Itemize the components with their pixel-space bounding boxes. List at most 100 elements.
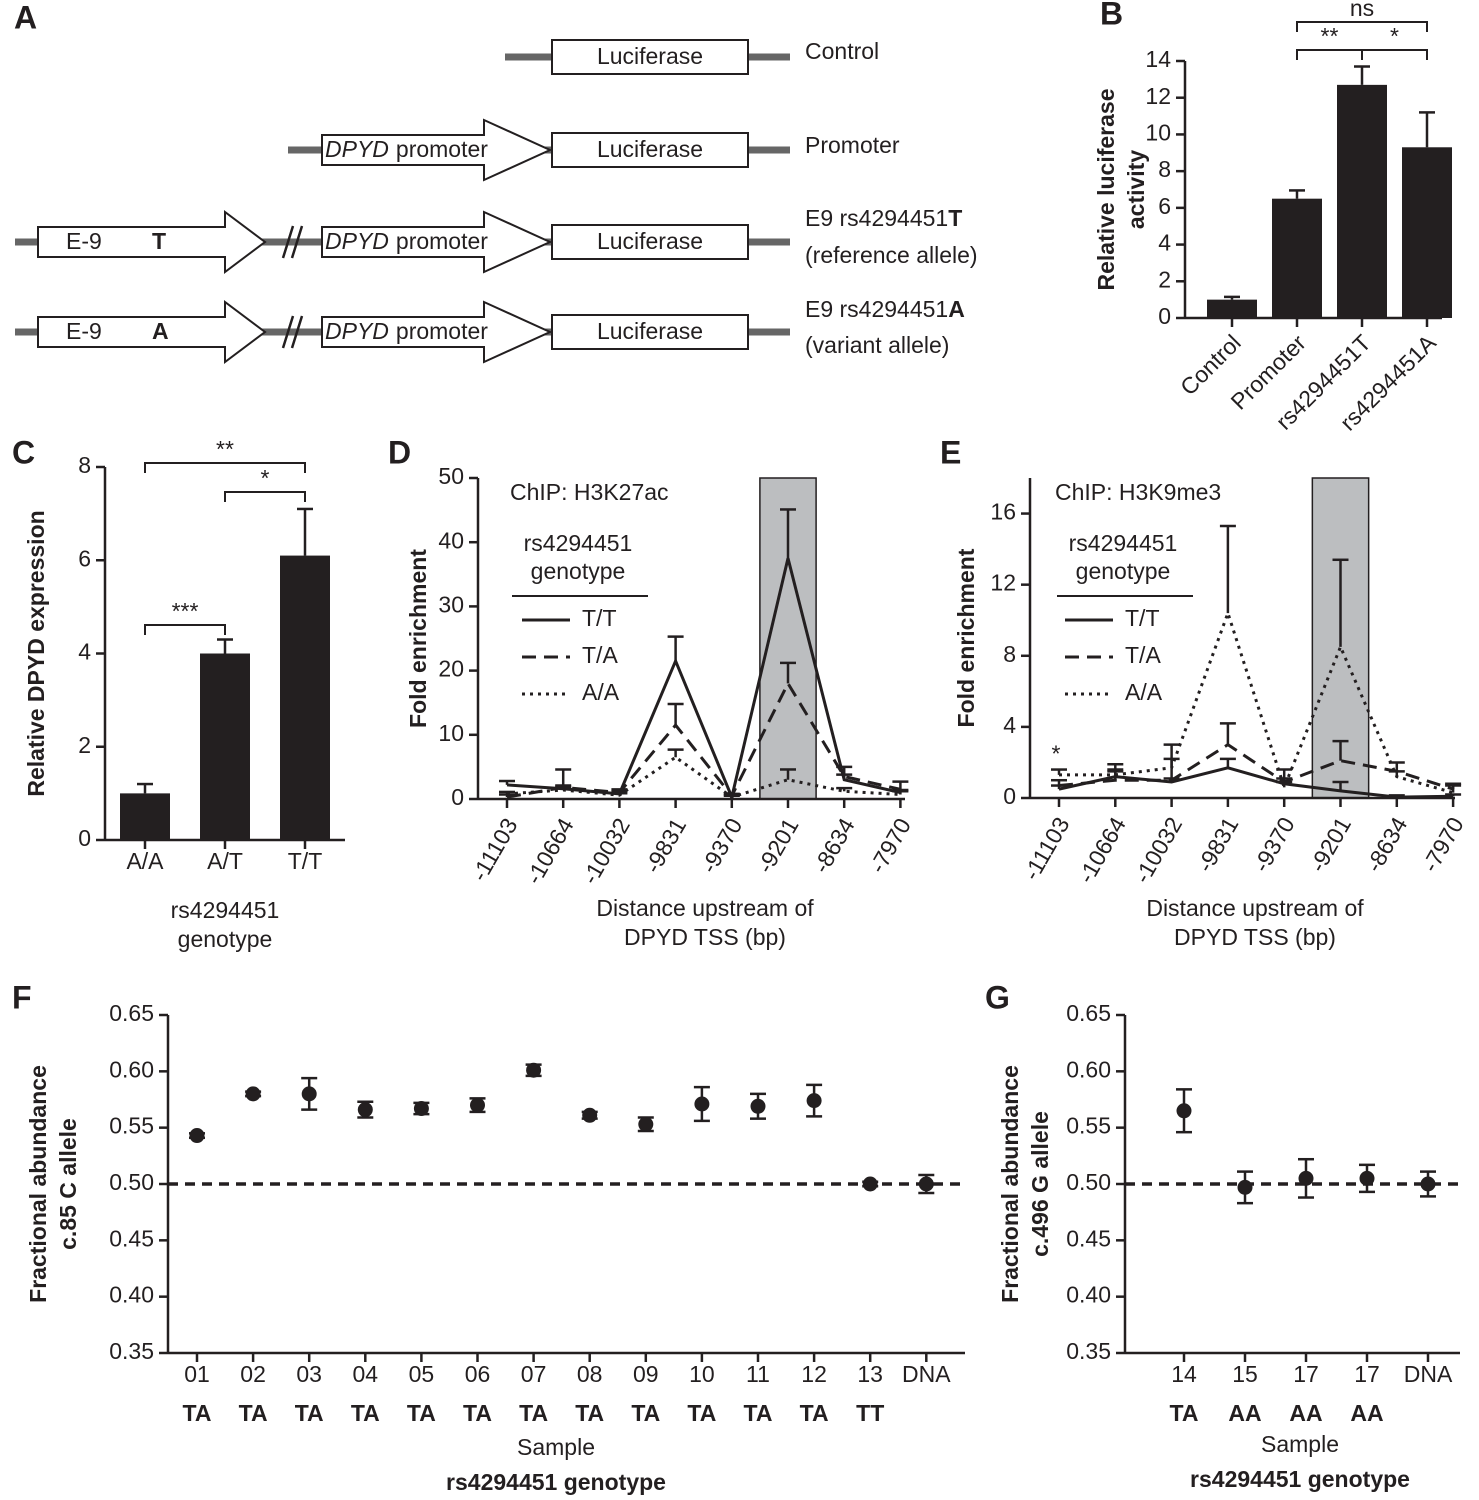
bar bbox=[1272, 198, 1322, 318]
y-tick-label: 0 bbox=[1003, 783, 1016, 809]
point bbox=[1176, 1103, 1192, 1119]
point bbox=[470, 1097, 485, 1113]
y-axis-label: c.496 G allele bbox=[1027, 1111, 1053, 1257]
enhancer-label: E-9 bbox=[66, 318, 102, 344]
significance-bracket bbox=[224, 491, 306, 502]
genotype-label: TA bbox=[631, 1400, 660, 1426]
point bbox=[526, 1062, 542, 1078]
y-axis-label: Relative DPYD expression bbox=[23, 510, 49, 796]
word: promoter bbox=[396, 136, 488, 162]
x-tick-label: 13 bbox=[857, 1361, 883, 1387]
y-tick-label: 0.55 bbox=[109, 1113, 154, 1139]
genotype-label: TA bbox=[687, 1400, 716, 1426]
x-tick-label: 17 bbox=[1293, 1361, 1319, 1387]
construct-name: E9 rs4294451A bbox=[805, 296, 965, 322]
y-tick-label: 0 bbox=[451, 784, 464, 810]
panel-label: F bbox=[12, 979, 32, 1015]
name: E9 rs4294451 bbox=[805, 205, 948, 231]
promoter-arrow bbox=[321, 300, 553, 364]
x-tick-label: 15 bbox=[1232, 1361, 1258, 1387]
y-tick-label: 6 bbox=[78, 545, 91, 571]
significance-bracket bbox=[1361, 49, 1428, 60]
y-tick-label: 2 bbox=[78, 732, 91, 758]
promoter-label: DPYD promoter bbox=[325, 318, 488, 344]
y-tick-label: 10 bbox=[438, 720, 464, 746]
genotype-label: AA bbox=[1350, 1400, 1383, 1426]
word: promoter bbox=[396, 318, 488, 344]
x-tick-label: A/T bbox=[207, 848, 243, 874]
break-mark bbox=[281, 315, 304, 349]
y-tick-label: 12 bbox=[1145, 83, 1171, 109]
construct-note: (reference allele) bbox=[805, 242, 978, 268]
genotype-label: TA bbox=[575, 1400, 604, 1426]
legend-label: T/T bbox=[1125, 605, 1160, 631]
x-tick-label: T/T bbox=[288, 848, 323, 874]
legend-title: rs4294451 bbox=[1069, 530, 1178, 556]
genotype-label: TA bbox=[351, 1400, 380, 1426]
point bbox=[582, 1107, 598, 1123]
x-tick-label: -10032 bbox=[1129, 813, 1187, 888]
x-tick-label: -10664 bbox=[1073, 812, 1131, 887]
y-axis-label: Fractional abundance bbox=[25, 1065, 51, 1303]
x-tick-label: 09 bbox=[633, 1361, 659, 1387]
y-tick-label: 8 bbox=[78, 452, 91, 478]
genotype-label: TA bbox=[1170, 1400, 1199, 1426]
significance-label: *** bbox=[172, 598, 199, 624]
genotype-label: TA bbox=[239, 1400, 268, 1426]
name: E9 rs4294451 bbox=[805, 296, 948, 322]
y-tick-label: 0.35 bbox=[1066, 1338, 1111, 1364]
luciferase-label: Luciferase bbox=[597, 228, 703, 254]
genotype-label: TA bbox=[295, 1400, 324, 1426]
y-tick-label: 0.50 bbox=[109, 1169, 154, 1195]
y-axis-label: Fold enrichment bbox=[953, 548, 979, 727]
significance-label: * bbox=[1052, 741, 1061, 767]
y-tick-label: 4 bbox=[78, 639, 91, 665]
point bbox=[1237, 1179, 1253, 1195]
allele-label: A bbox=[152, 318, 169, 344]
bar bbox=[1402, 147, 1452, 318]
genotype-label: TA bbox=[183, 1400, 212, 1426]
x-tick-label: 08 bbox=[577, 1361, 603, 1387]
y-tick-label: 0.60 bbox=[1066, 1056, 1111, 1082]
genotype-label: TA bbox=[407, 1400, 436, 1426]
bar bbox=[200, 653, 250, 840]
point bbox=[189, 1128, 205, 1144]
legend-label: A/A bbox=[1125, 679, 1163, 705]
enhancer-label: E-9 bbox=[66, 228, 102, 254]
bar bbox=[1337, 84, 1387, 318]
significance-bracket bbox=[1296, 49, 1363, 60]
y-tick-label: 20 bbox=[438, 656, 464, 682]
x-tick-label: -8634 bbox=[1360, 812, 1412, 876]
panel-e: E 0 4 8 12 16 Fold enrichment -11103-10664-1003… bbox=[940, 434, 1469, 950]
panel-label: G bbox=[985, 979, 1010, 1015]
series-line bbox=[1059, 608, 1454, 795]
point bbox=[1359, 1170, 1375, 1186]
x-tick-label: DNA bbox=[902, 1361, 951, 1387]
legend-title: genotype bbox=[1076, 558, 1171, 584]
y-tick-label: 0.55 bbox=[1066, 1113, 1111, 1139]
series-line bbox=[506, 755, 901, 799]
x-axis-label: rs4294451 genotype bbox=[1190, 1466, 1410, 1492]
genotype-label: TA bbox=[463, 1400, 492, 1426]
x-tick-label: -9370 bbox=[1248, 813, 1300, 877]
gene: DPYD bbox=[325, 228, 389, 254]
point bbox=[301, 1086, 317, 1102]
genotype-label: AA bbox=[1228, 1400, 1261, 1426]
x-tick-label: -10664 bbox=[520, 813, 578, 888]
y-tick-label: 10 bbox=[1145, 120, 1171, 146]
panel-label: D bbox=[388, 434, 411, 470]
y-tick-label: 0.65 bbox=[1066, 1000, 1111, 1026]
x-tick-label: -8634 bbox=[808, 813, 860, 877]
panel-label: A bbox=[14, 0, 37, 35]
word: promoter bbox=[396, 228, 488, 254]
y-tick-label: 12 bbox=[990, 570, 1016, 596]
construct-name: Control bbox=[805, 38, 879, 64]
x-axis-label: rs4294451 bbox=[171, 897, 280, 923]
legend-label: T/T bbox=[582, 605, 617, 631]
y-tick-label: 0.60 bbox=[109, 1056, 154, 1082]
panel-a: A Luciferase Control DPYD promoter Lucife… bbox=[14, 0, 978, 364]
x-tick-label: -10032 bbox=[577, 814, 635, 889]
break-mark bbox=[281, 225, 304, 259]
